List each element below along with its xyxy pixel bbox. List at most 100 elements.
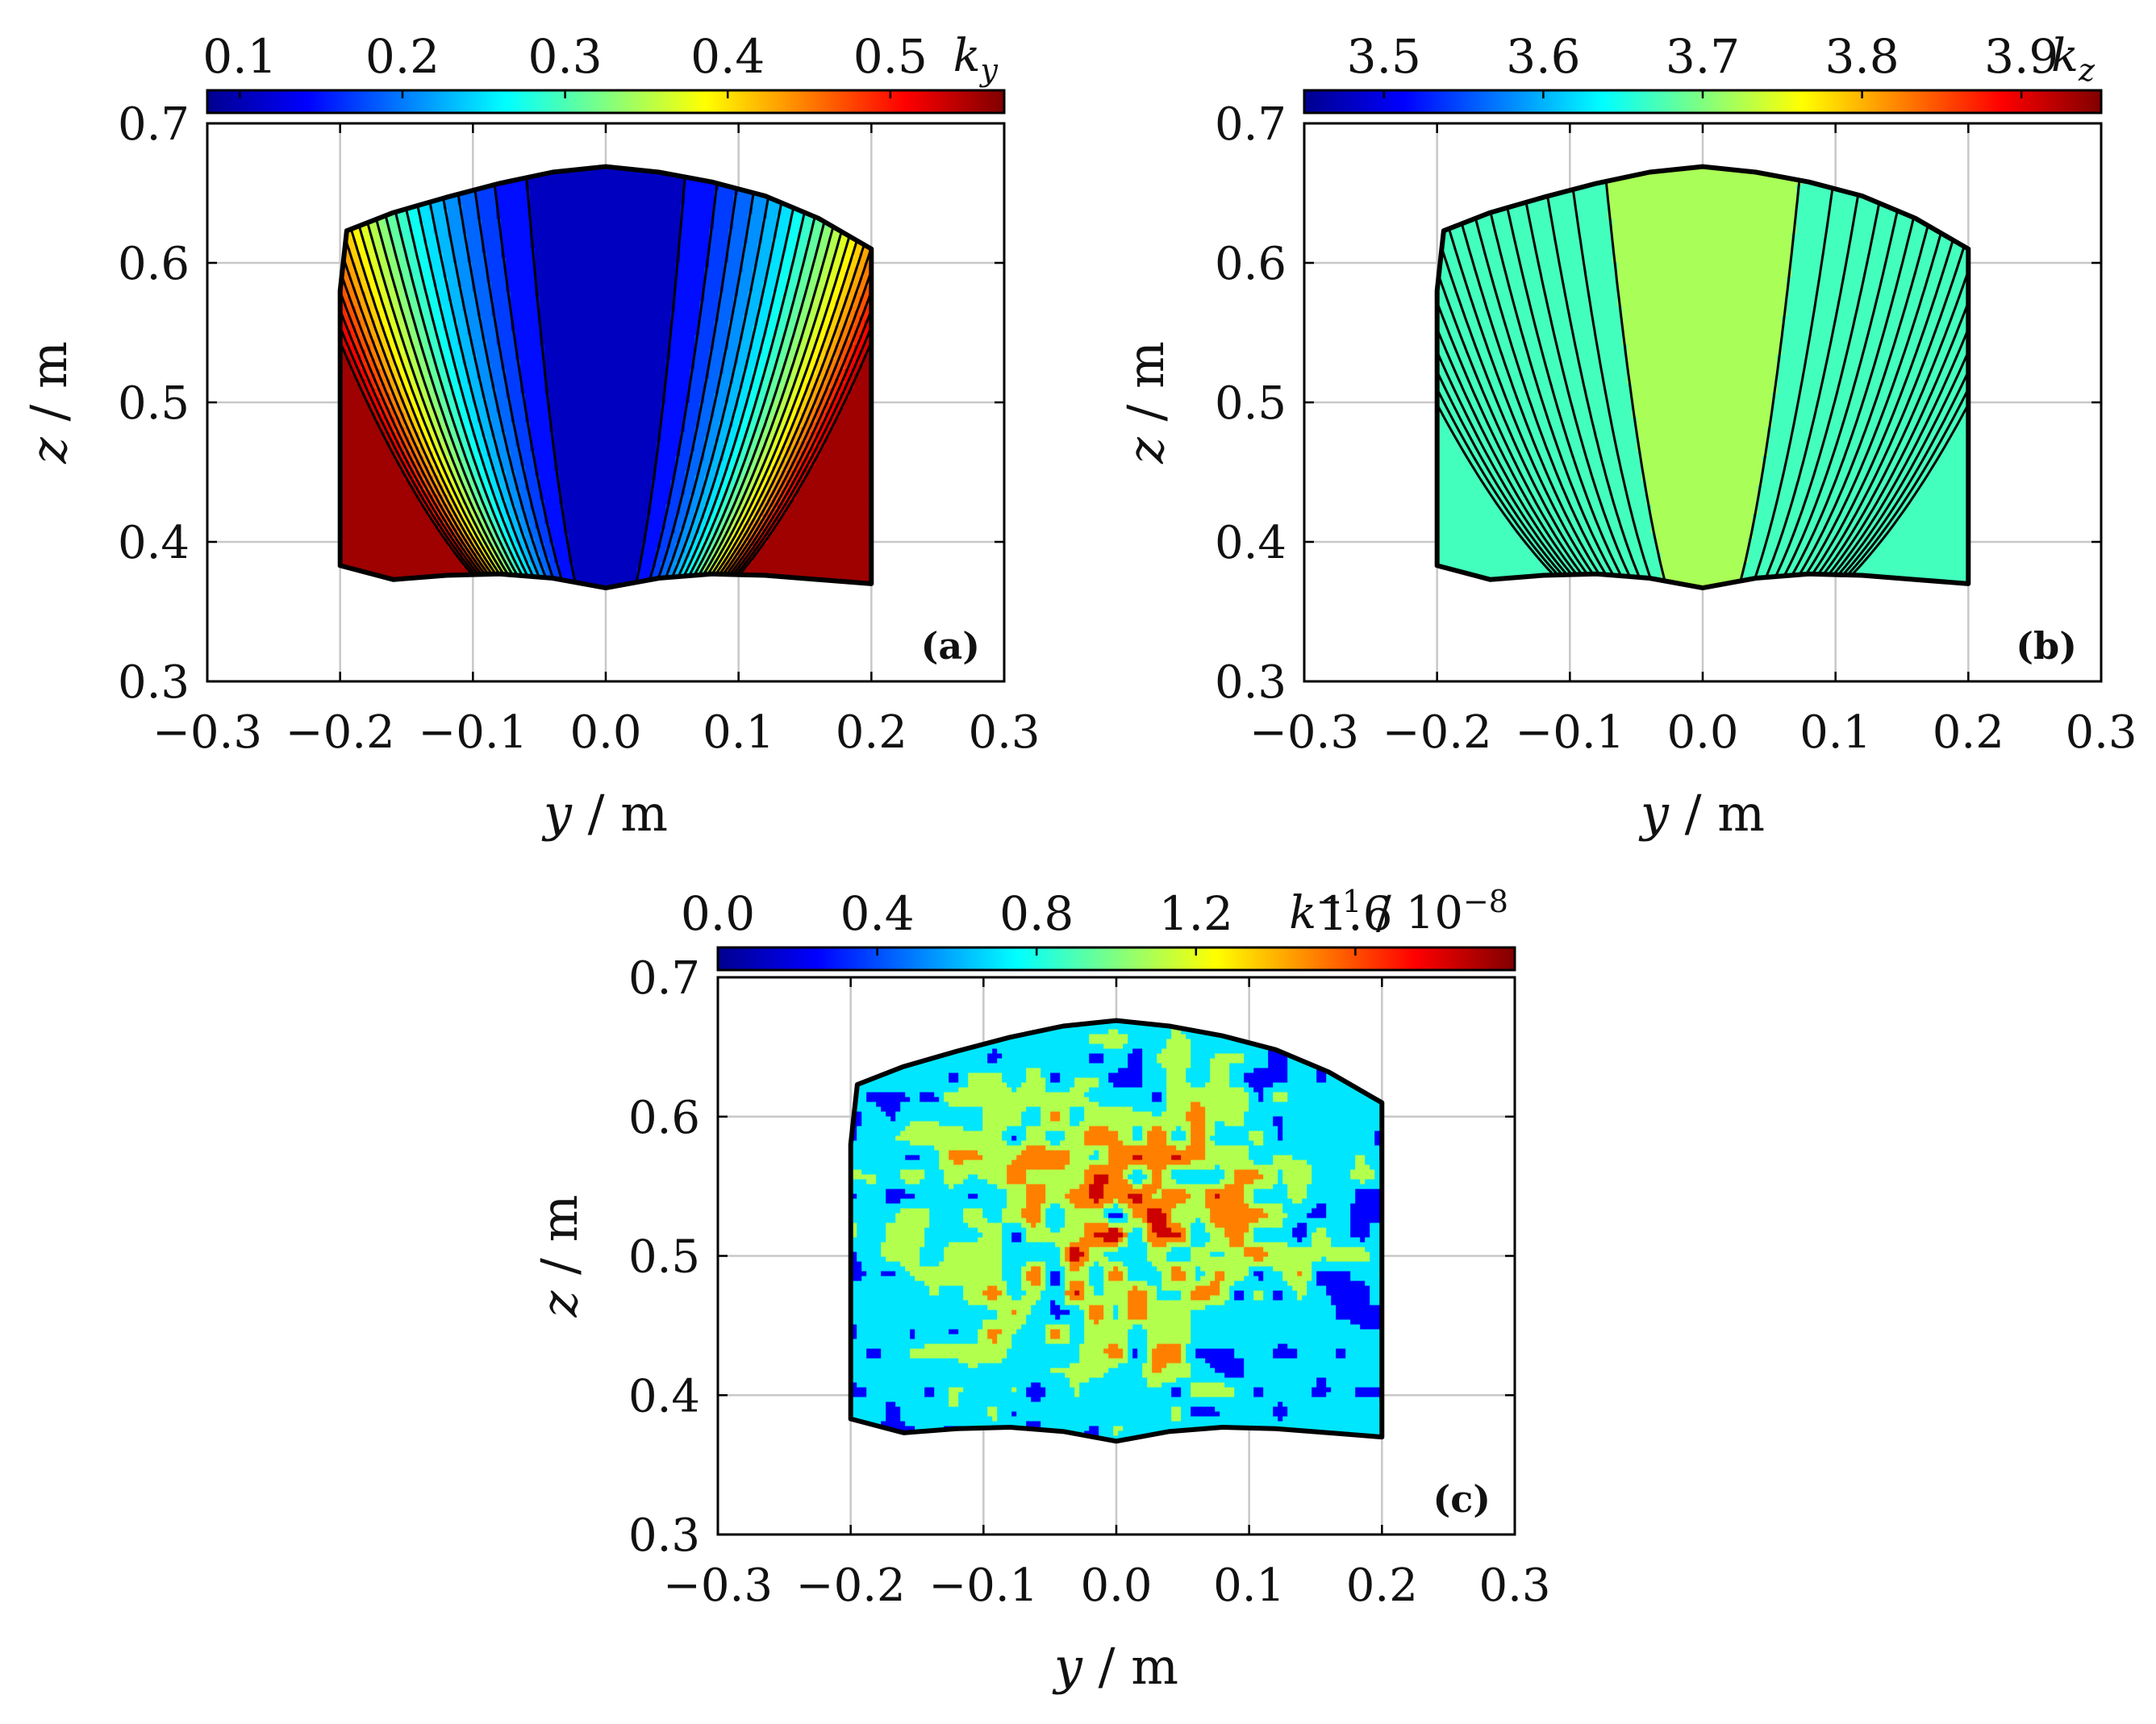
contour-cell (540, 582, 545, 588)
contour-cell (390, 510, 395, 515)
contour-cell (423, 539, 429, 544)
contour-cell (559, 389, 565, 394)
contour-cell (530, 340, 536, 346)
contour-cell (559, 369, 565, 375)
contour-cell (511, 205, 516, 210)
contour-cell (569, 485, 574, 491)
contour-cell (462, 442, 468, 448)
contour-cell (457, 248, 463, 254)
contour-cell (385, 244, 390, 249)
contour-cell (457, 587, 463, 593)
contour-cell (515, 466, 521, 472)
contour-cell (370, 461, 376, 467)
contour-cell (477, 248, 482, 254)
contour-cell (535, 539, 540, 544)
contour-cell (564, 432, 569, 438)
contour-cell (583, 374, 589, 380)
contour-cell (549, 331, 555, 336)
contour-cell (506, 582, 511, 588)
contour-cell (346, 176, 352, 181)
contour-cell (535, 597, 540, 602)
contour-cell (332, 379, 337, 385)
contour-cell (414, 592, 419, 598)
contour-cell (443, 408, 448, 414)
contour-cell (351, 447, 357, 452)
contour-cell (544, 263, 550, 269)
contour-cell (375, 171, 381, 177)
contour-cell (356, 171, 361, 177)
contour-cell (443, 311, 448, 317)
contour-cell (375, 244, 381, 249)
contour-cell (375, 210, 381, 215)
contour-cell (356, 418, 361, 423)
contour-cell (515, 258, 521, 264)
contour-cell (496, 394, 502, 399)
contour-cell (327, 219, 332, 225)
contour-cell (573, 543, 579, 549)
contour-cell (583, 239, 589, 244)
contour-cell (535, 355, 540, 360)
contour-cell (569, 273, 574, 278)
contour-cell (361, 432, 366, 438)
contour-cell (332, 490, 337, 496)
contour-cell (544, 466, 550, 472)
contour-cell (394, 181, 400, 186)
contour-cell (525, 582, 531, 588)
contour-cell (544, 229, 550, 235)
contour-cell (457, 258, 463, 264)
contour-cell (409, 563, 415, 568)
contour-cell (554, 582, 560, 588)
contour-cell (491, 176, 497, 181)
contour-cell (578, 500, 584, 506)
contour-cell (327, 350, 332, 356)
contour-cell (583, 408, 589, 414)
contour-cell (564, 311, 569, 317)
contour-cell (356, 510, 361, 515)
contour-cell (327, 568, 332, 573)
contour-cell (428, 360, 434, 365)
contour-cell (486, 176, 492, 181)
contour-cell (365, 210, 371, 215)
contour-cell (491, 335, 497, 341)
contour-cell (501, 394, 507, 399)
contour-cell (544, 340, 550, 346)
contour-cell (569, 505, 574, 510)
contour-cell (549, 258, 555, 264)
contour-cell (535, 423, 540, 428)
contour-cell (578, 573, 584, 578)
contour-cell (346, 495, 352, 501)
contour-cell (554, 273, 560, 278)
contour-cell (385, 524, 390, 530)
contour-cell (361, 253, 366, 259)
contour-cell (549, 248, 555, 254)
contour-cell (390, 539, 395, 544)
contour-cell (496, 471, 502, 477)
contour-cell (380, 205, 386, 210)
contour-cell (448, 161, 453, 167)
contour-cell (564, 587, 569, 593)
contour-cell (327, 369, 332, 375)
contour-cell (525, 466, 531, 472)
contour-cell (530, 166, 536, 172)
contour-cell (419, 539, 424, 544)
contour-cell (525, 461, 531, 467)
contour-cell (511, 297, 516, 302)
contour-cell (356, 514, 361, 520)
contour-cell (540, 592, 545, 598)
contour-cell (573, 214, 579, 220)
contour-cell (428, 248, 434, 254)
contour-cell (578, 273, 584, 278)
contour-cell (535, 345, 540, 351)
contour-cell (346, 543, 352, 549)
contour-cell (540, 277, 545, 283)
contour-cell (361, 539, 366, 544)
contour-cell (341, 582, 347, 588)
contour-cell (394, 481, 400, 486)
contour-cell (583, 360, 589, 365)
contour-cell (452, 224, 458, 230)
contour-cell (365, 195, 371, 201)
contour-cell (419, 558, 424, 564)
contour-cell (482, 379, 487, 385)
contour-cell (544, 234, 550, 239)
contour-cell (332, 166, 337, 172)
